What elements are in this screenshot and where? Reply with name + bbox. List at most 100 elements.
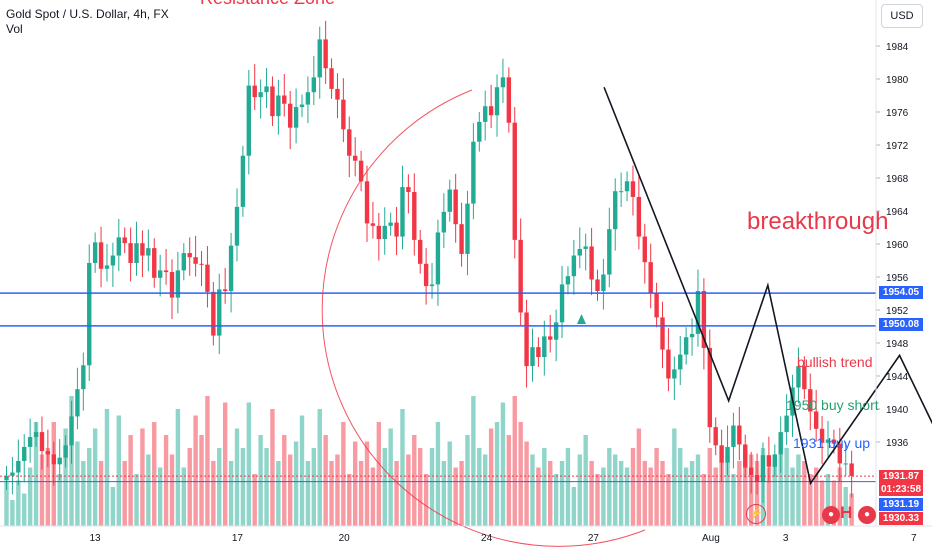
candle-body: [731, 425, 736, 447]
candle-body: [536, 347, 541, 358]
candle-body: [287, 103, 293, 128]
candle-body: [376, 225, 382, 240]
volume-bar: [394, 461, 399, 526]
candle-body: [518, 239, 523, 313]
volume-bar: [701, 474, 707, 526]
candle-body: [512, 122, 517, 240]
volume-bar: [128, 435, 133, 526]
volume-label: Vol: [6, 22, 23, 36]
us-flag-icon-2[interactable]: ●: [858, 506, 876, 524]
volume-bar: [39, 454, 45, 526]
candle-body: [140, 243, 145, 256]
candles: [4, 20, 854, 504]
volume-bar: [146, 454, 151, 526]
candle-body: [459, 224, 464, 254]
volume-bar: [731, 474, 736, 526]
candle-body: [483, 106, 488, 122]
candle-body: [51, 454, 56, 465]
volume-bar: [825, 474, 831, 526]
volume-bar: [57, 474, 62, 526]
volume-bar: [630, 448, 636, 526]
candle-body: [666, 349, 671, 379]
volume-bar: [169, 454, 175, 526]
candle-body: [837, 443, 843, 464]
candle-body: [276, 95, 281, 117]
volume-bar: [63, 428, 68, 526]
candle-body: [471, 141, 476, 204]
candle-body: [589, 246, 594, 280]
volume-bar: [406, 454, 411, 526]
us-flag-icon[interactable]: ●: [822, 506, 840, 524]
candle-body: [400, 187, 405, 237]
candle-body: [488, 106, 494, 116]
volume-bar: [122, 461, 127, 526]
volume-bar: [81, 461, 86, 526]
volume-bar: [329, 461, 334, 526]
volume-bar: [104, 409, 110, 526]
volume-bar: [246, 402, 252, 526]
candle-body: [341, 99, 346, 130]
y-tick-label: 1960: [886, 240, 909, 251]
earnings-flag-icon[interactable]: H: [840, 503, 853, 522]
volume-bar: [725, 454, 730, 526]
candle-body: [784, 415, 789, 433]
y-tick-label: 1940: [886, 405, 909, 416]
candle-body: [678, 354, 683, 370]
candle-body: [760, 455, 766, 482]
volume-bar: [423, 474, 429, 526]
candle-body: [695, 291, 701, 334]
candle-body: [246, 85, 252, 156]
volume-bar: [157, 467, 163, 526]
candle-body: [39, 432, 45, 452]
candle-body: [506, 77, 512, 123]
candle-body: [228, 245, 234, 292]
candle-body: [636, 196, 642, 237]
volume-bar: [447, 441, 452, 526]
candle-body: [388, 222, 393, 226]
candle-body: [802, 366, 807, 390]
volume-bar: [607, 448, 612, 526]
candle-body: [45, 451, 51, 455]
volume-bar: [784, 448, 789, 526]
candle-body: [548, 336, 553, 340]
volume-bar: [624, 467, 630, 526]
volume-bar: [678, 448, 683, 526]
volume-bar: [110, 487, 116, 526]
lightning-icon[interactable]: ⚡: [746, 504, 766, 524]
candle-body: [613, 191, 618, 230]
price-label-1931: 1931.19: [879, 498, 923, 511]
candle-body: [559, 284, 565, 323]
volume-bar: [796, 454, 801, 526]
candle-body: [358, 160, 364, 182]
volume-bar: [98, 461, 104, 526]
volume-bar: [400, 409, 405, 526]
candle-body: [713, 427, 718, 446]
volume-bar: [429, 448, 435, 526]
volume-bar: [707, 448, 712, 526]
candle-body: [577, 248, 582, 256]
buy-up-annotation: 1931 buy up: [793, 435, 871, 451]
candle-body: [542, 336, 547, 358]
volume-bar: [264, 448, 269, 526]
volume-bar: [33, 422, 39, 526]
candle-body: [122, 237, 127, 244]
candle-body: [595, 279, 600, 292]
candle-body: [707, 347, 712, 428]
candle-body: [654, 292, 659, 318]
bullish-trend-annotation: bullish trend: [797, 354, 873, 370]
volume-bar: [488, 428, 494, 526]
volume-bar: [465, 435, 470, 526]
volume-bar: [364, 441, 370, 526]
volume-bar: [453, 467, 458, 526]
volume-bar: [477, 448, 482, 526]
volume-bar: [16, 480, 21, 526]
candle-body: [601, 274, 606, 292]
volume-bar: [595, 474, 600, 526]
symbol-title[interactable]: Gold Spot / U.S. Dollar, 4h, FX: [6, 7, 169, 21]
volume-bar: [565, 448, 571, 526]
currency-button[interactable]: USD: [881, 4, 923, 28]
volume-bar: [689, 461, 695, 526]
candle-body: [163, 270, 169, 273]
volume-bar: [524, 441, 529, 526]
